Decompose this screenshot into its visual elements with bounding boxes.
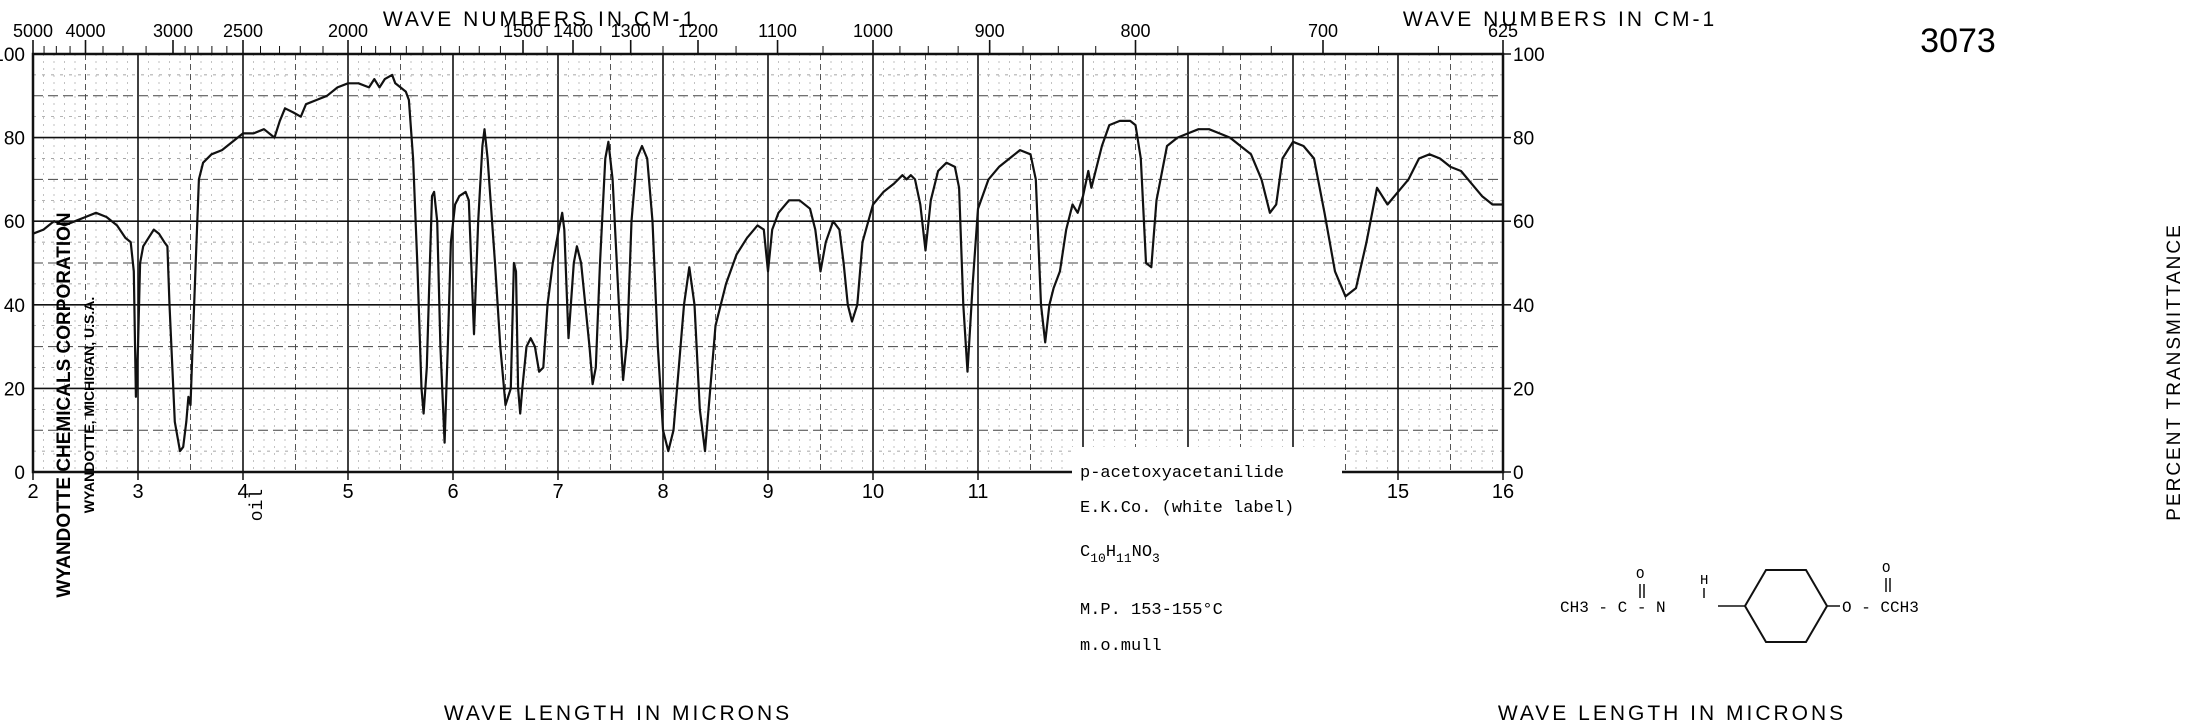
y-tick-label-left: 100 — [0, 45, 25, 66]
y-tick-label-right: 60 — [1513, 212, 1534, 233]
y-tick-label-right: 100 — [1513, 45, 1545, 66]
top-axis-label-left: WAVE NUMBERS IN CM-1 — [383, 8, 697, 31]
formula-h-count: 11 — [1116, 551, 1132, 566]
sample-formula: C10H11NO3 — [1080, 543, 1160, 566]
y-tick-label-right: 20 — [1513, 379, 1534, 400]
x-tick-label: 7 — [552, 481, 563, 503]
chart-grid — [32, 53, 1504, 473]
y-tick-label-right: 80 — [1513, 129, 1534, 150]
x-tick-label: 10 — [862, 481, 884, 503]
y-tick-label-right: 40 — [1513, 296, 1534, 317]
formula-c-count: 10 — [1090, 551, 1106, 566]
x-tick-label: 5 — [342, 481, 353, 503]
y-tick-label-right: 0 — [1513, 463, 1524, 484]
wavenumber-tick-label: 2000 — [328, 21, 368, 41]
formula-o-count: 3 — [1152, 551, 1160, 566]
wavenumber-tick-label: 900 — [975, 21, 1005, 41]
bottom-axis-label-left: WAVE LENGTH IN MICRONS — [444, 702, 792, 725]
structure-nh: H — [1700, 573, 1708, 589]
wavenumber-axis: 5000 4000 3000 2500 2000 1500 1400 1300 1200 1100… — [13, 21, 1518, 54]
x-tick-label: 9 — [762, 481, 773, 503]
bottom-axis-label-right: WAVE LENGTH IN MICRONS — [1498, 702, 1846, 725]
top-axis-label-right: WAVE NUMBERS IN CM-1 — [1403, 8, 1717, 31]
wavenumber-tick-label: 2500 — [223, 21, 263, 41]
left-transmittance-axis: 0 20 40 60 80 100 — [0, 45, 25, 484]
wavenumber-tick-label: 1300 — [611, 21, 651, 41]
y-tick-label-left: 20 — [4, 379, 25, 400]
structure-right-group: O - CCH3 — [1842, 599, 1919, 617]
sample-source: E.K.Co. (white label) — [1080, 499, 1294, 518]
right-axis-label: PERCENT TRANSMITTANCE — [2164, 223, 2185, 520]
x-tick-label: 15 — [1387, 481, 1409, 503]
wavenumber-tick-label: 1200 — [678, 21, 718, 41]
sample-name: p-acetoxyacetanilide — [1080, 464, 1284, 483]
x-tick-label: 8 — [657, 481, 668, 503]
formula-c: C — [1080, 543, 1090, 562]
spectrum-line — [32, 73, 1503, 453]
y-tick-label-left: 80 — [4, 129, 25, 150]
x-tick-label: 4 — [237, 481, 248, 503]
y-tick-label-left: 40 — [4, 296, 25, 317]
x-tick-label: 3 — [132, 481, 143, 503]
wavenumber-tick-label: 625 — [1488, 21, 1518, 41]
wavenumber-tick-label: 3000 — [153, 21, 193, 41]
wavenumber-tick-label: 1100 — [758, 21, 797, 41]
formula-h: H — [1106, 543, 1116, 562]
structure-left-o: O — [1636, 567, 1644, 583]
sample-info-background — [1072, 447, 1342, 662]
oil-annotation: oil — [248, 489, 268, 521]
formula-no: NO — [1132, 543, 1152, 562]
wavenumber-tick-label: 4000 — [65, 21, 105, 41]
company-name: WYANDOTTE CHEMICALS CORPORATION — [54, 212, 75, 597]
structure-left-group: CH3 - C - N — [1560, 599, 1666, 617]
wavenumber-tick-label: 1400 — [553, 21, 593, 41]
right-transmittance-axis: 0 20 40 60 80 100 — [1503, 45, 1545, 484]
catalog-number: 3073 — [1920, 22, 1996, 60]
company-address: WYANDOTTE, MICHIGAN, U.S.A. — [81, 297, 97, 514]
wavenumber-tick-label: 5000 — [13, 21, 53, 41]
x-tick-label: 2 — [27, 481, 38, 503]
y-tick-label-left: 60 — [4, 212, 25, 233]
x-tick-label: 6 — [447, 481, 458, 503]
chemical-structure: CH3 - C - N O H O - CCH3 O — [1540, 550, 1940, 660]
wavenumber-tick-label: 800 — [1120, 21, 1150, 41]
wavenumber-tick-label: 1000 — [853, 21, 893, 41]
structure-right-o: O — [1882, 561, 1890, 577]
sample-medium: m.o.mull — [1080, 637, 1162, 656]
y-tick-label-left: 0 — [14, 463, 25, 484]
x-tick-label: 11 — [968, 481, 989, 503]
melting-point: M.P. 153-155°C — [1080, 601, 1223, 620]
x-tick-label: 16 — [1492, 481, 1514, 503]
wavenumber-tick-label: 1500 — [503, 21, 543, 41]
wavenumber-tick-label: 700 — [1308, 21, 1338, 41]
